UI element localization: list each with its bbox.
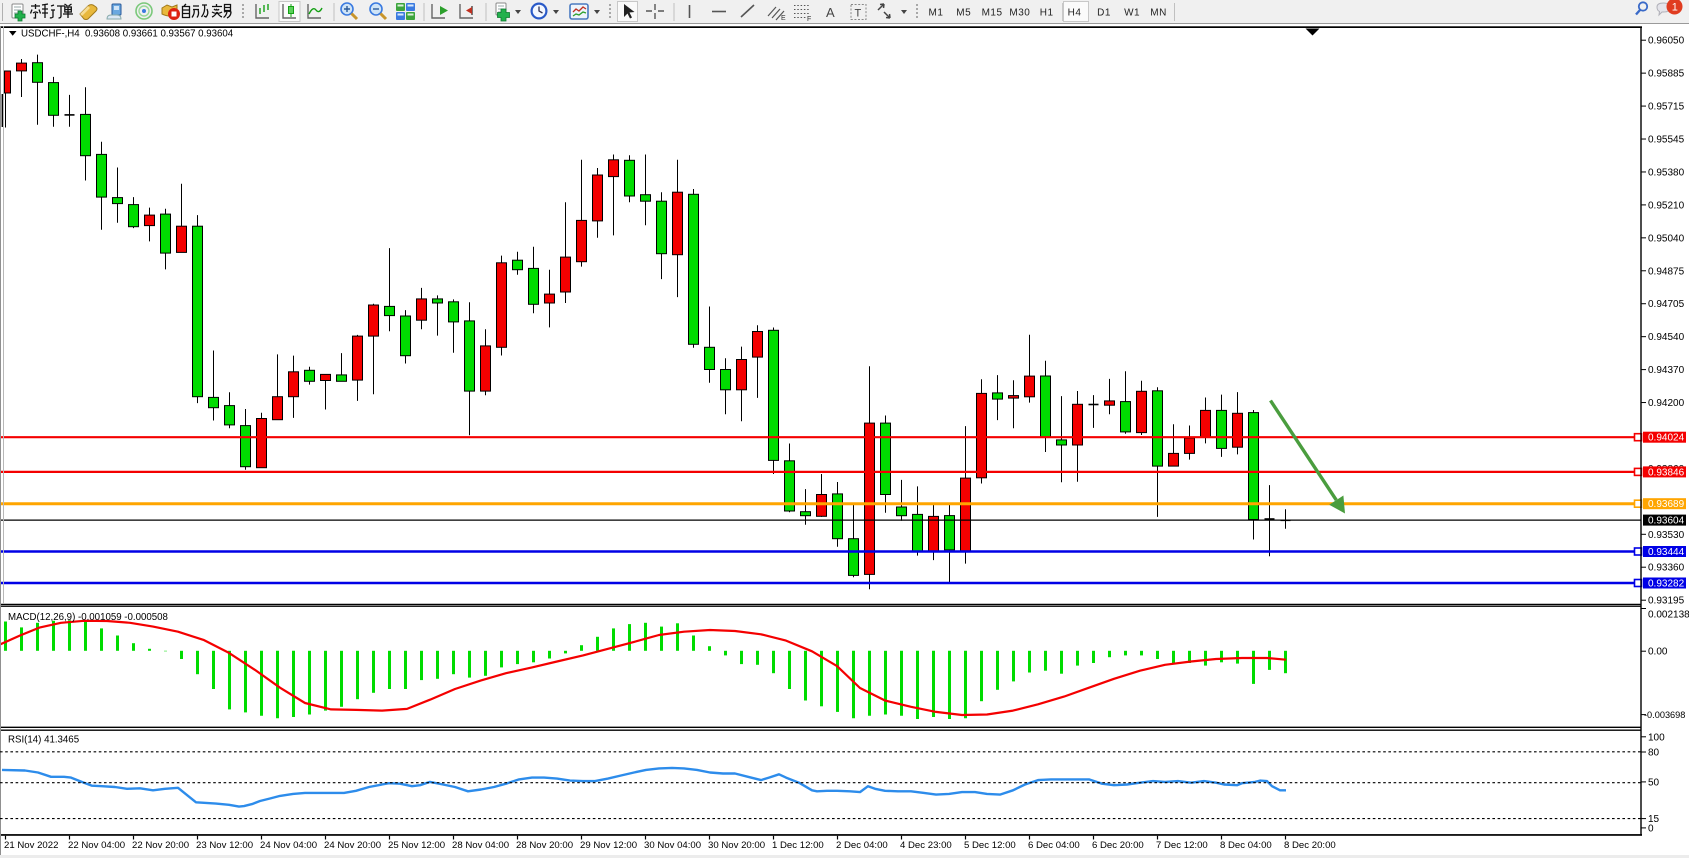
svg-text:0.00: 0.00 [1648, 647, 1668, 658]
svg-text:H4: H4 [1068, 8, 1082, 19]
svg-text:21 Nov 2022: 21 Nov 2022 [4, 840, 58, 851]
svg-text:2 Dec 04:00: 2 Dec 04:00 [836, 840, 888, 851]
svg-text:28 Nov 04:00: 28 Nov 04:00 [452, 840, 509, 851]
svg-text:0.93604: 0.93604 [1648, 516, 1685, 527]
svg-text:W1: W1 [1124, 8, 1140, 19]
svg-text:0.94370: 0.94370 [1648, 365, 1685, 376]
svg-text:1: 1 [1672, 2, 1678, 14]
svg-text:24 Nov 20:00: 24 Nov 20:00 [324, 840, 381, 851]
svg-text:H1: H1 [1040, 8, 1054, 19]
svg-text:23 Nov 12:00: 23 Nov 12:00 [196, 840, 253, 851]
svg-text:0.002138: 0.002138 [1648, 610, 1689, 621]
svg-text:28 Nov 20:00: 28 Nov 20:00 [516, 840, 573, 851]
svg-text:0.95210: 0.95210 [1648, 200, 1685, 211]
svg-text:0.93195: 0.93195 [1648, 596, 1685, 607]
svg-text:30 Nov 20:00: 30 Nov 20:00 [708, 840, 765, 851]
svg-text:RSI(14) 41.3465: RSI(14) 41.3465 [8, 735, 79, 746]
svg-text:MN: MN [1150, 8, 1167, 19]
svg-text:8 Dec 04:00: 8 Dec 04:00 [1220, 840, 1272, 851]
svg-text:E: E [781, 15, 786, 22]
svg-text:0.96050: 0.96050 [1648, 36, 1685, 47]
svg-text:6 Dec 20:00: 6 Dec 20:00 [1092, 840, 1144, 851]
svg-text:0.95885: 0.95885 [1648, 69, 1685, 80]
svg-text:0.94200: 0.94200 [1648, 398, 1685, 409]
svg-text:0.94705: 0.94705 [1648, 299, 1685, 310]
svg-text:0.95715: 0.95715 [1648, 102, 1685, 113]
svg-text:22 Nov 04:00: 22 Nov 04:00 [68, 840, 125, 851]
svg-text:22 Nov 20:00: 22 Nov 20:00 [132, 840, 189, 851]
svg-text:0.93846: 0.93846 [1648, 467, 1685, 478]
svg-text:1 Dec 12:00: 1 Dec 12:00 [772, 840, 824, 851]
svg-text:0.93360: 0.93360 [1648, 563, 1685, 574]
svg-text:0.93530: 0.93530 [1648, 530, 1685, 541]
svg-text:25 Nov 12:00: 25 Nov 12:00 [388, 840, 445, 851]
svg-text:0.94875: 0.94875 [1648, 266, 1685, 277]
svg-text:15: 15 [1648, 814, 1660, 825]
svg-text:4 Dec 23:00: 4 Dec 23:00 [900, 840, 952, 851]
svg-text:-0.003698: -0.003698 [1644, 710, 1685, 720]
svg-text:29 Nov 12:00: 29 Nov 12:00 [580, 840, 637, 851]
svg-text:MACD(12,26,9) -0.001059 -0.000: MACD(12,26,9) -0.001059 -0.000508 [8, 612, 168, 623]
svg-text:0.93282: 0.93282 [1648, 579, 1685, 590]
svg-text:USDCHF-,H4 0.93608 0.93661 0.: USDCHF-,H4 0.93608 0.93661 0.93567 0.936… [21, 29, 234, 40]
svg-text:M15: M15 [982, 8, 1003, 19]
svg-text:0.93444: 0.93444 [1648, 547, 1685, 558]
svg-text:F: F [807, 16, 811, 23]
svg-text:0.94024: 0.94024 [1648, 433, 1685, 444]
svg-text:30 Nov 04:00: 30 Nov 04:00 [644, 840, 701, 851]
svg-text:8 Dec 20:00: 8 Dec 20:00 [1284, 840, 1336, 851]
svg-text:M30: M30 [1009, 8, 1030, 19]
svg-text:A: A [826, 5, 835, 20]
svg-text:0.95380: 0.95380 [1648, 168, 1685, 179]
svg-text:7 Dec 12:00: 7 Dec 12:00 [1156, 840, 1208, 851]
svg-text:M5: M5 [956, 8, 971, 19]
svg-text:6 Dec 04:00: 6 Dec 04:00 [1028, 840, 1080, 851]
svg-text:0: 0 [1648, 823, 1654, 834]
svg-text:0.94540: 0.94540 [1648, 332, 1685, 343]
svg-text:24 Nov 04:00: 24 Nov 04:00 [260, 840, 317, 851]
svg-text:80: 80 [1648, 748, 1660, 759]
svg-text:0.95040: 0.95040 [1648, 233, 1685, 244]
svg-text:100: 100 [1648, 732, 1665, 743]
svg-text:0.95545: 0.95545 [1648, 135, 1685, 146]
svg-text:0.93689: 0.93689 [1648, 499, 1685, 510]
svg-text:5 Dec 12:00: 5 Dec 12:00 [964, 840, 1016, 851]
svg-text:T: T [855, 8, 862, 20]
svg-text:D1: D1 [1097, 8, 1111, 19]
svg-text:M1: M1 [929, 8, 944, 19]
svg-text:50: 50 [1648, 777, 1660, 788]
